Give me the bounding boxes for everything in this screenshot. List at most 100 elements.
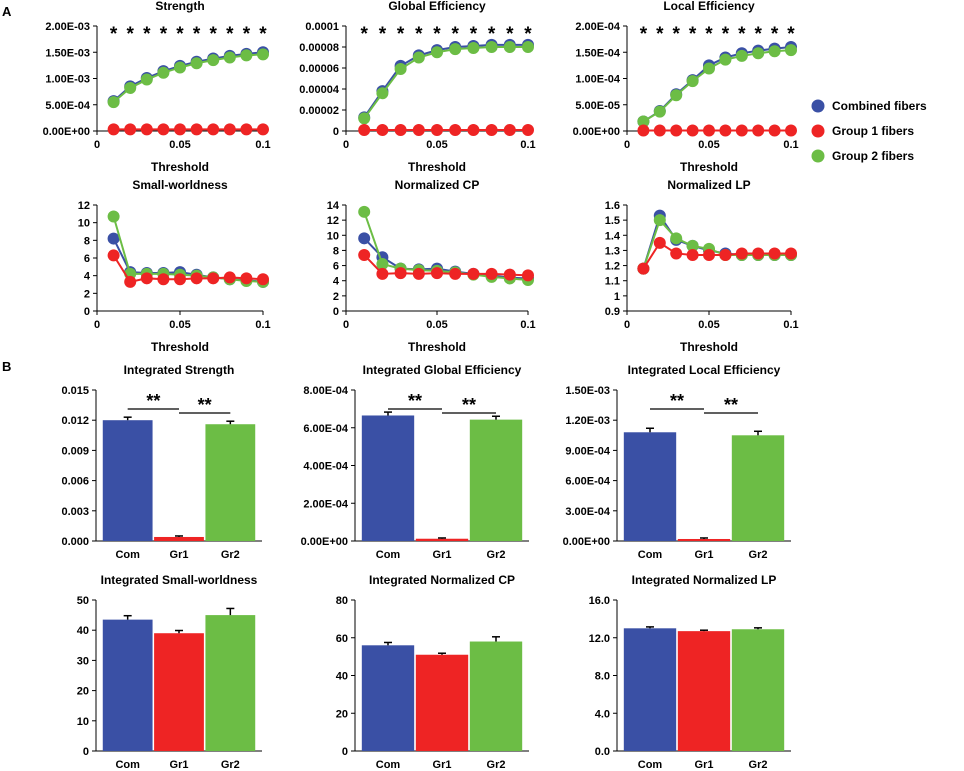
bar-combined [623, 432, 677, 541]
significance-star: * [524, 24, 532, 45]
bar-group2 [469, 641, 523, 751]
x-tick-label: 0.05 [169, 139, 190, 151]
y-tick-label: 2 [84, 288, 90, 300]
data-point [449, 43, 462, 56]
y-tick-label: 0 [333, 126, 339, 138]
data-point [358, 248, 371, 261]
y-tick-label: 0.00002 [299, 105, 339, 117]
data-point [358, 123, 371, 136]
data-point [157, 66, 170, 79]
bar-group2 [731, 629, 785, 751]
significance-star: * [640, 24, 648, 45]
data-point [686, 75, 699, 88]
legend-label-group2: Group 2 fibers [832, 149, 914, 163]
chart-title: Normalized CP [395, 178, 480, 192]
significance-label: ** [462, 395, 476, 415]
category-label: Gr1 [433, 549, 452, 561]
y-tick-label: 6.00E-04 [565, 476, 611, 488]
significance-star: * [176, 24, 184, 45]
chart-8: Integrated Local Efficiency 0.00E+00 3.00E… [563, 363, 791, 561]
bar-combined [361, 645, 415, 751]
y-tick-label: 1.1 [605, 276, 620, 288]
y-tick-label: 8.00E-04 [303, 385, 349, 397]
data-point [124, 81, 137, 94]
significance-star: * [754, 24, 762, 45]
series-line [363, 211, 529, 281]
data-point [703, 124, 715, 137]
significance-label: ** [408, 391, 422, 411]
y-tick-label: 14 [327, 200, 340, 212]
data-point [157, 273, 170, 286]
y-tick-label: 80 [336, 595, 348, 607]
y-tick-label: 9.00E-04 [565, 445, 611, 457]
bar-combined [361, 415, 415, 541]
significance-star: * [415, 24, 423, 45]
y-tick-label: 1.50E-03 [565, 385, 610, 397]
significance-star: * [259, 24, 267, 45]
y-tick-label: 1.4 [605, 230, 621, 242]
y-tick-label: 1.6 [605, 200, 620, 212]
y-tick-label: 1.5 [605, 215, 620, 227]
data-point [522, 269, 534, 282]
data-point [703, 62, 715, 75]
y-tick-label: 5.00E-04 [45, 100, 91, 112]
y-tick-label: 1.2 [605, 261, 620, 273]
data-point [140, 73, 153, 86]
y-tick-label: 0 [342, 746, 348, 758]
x-axis-label: Threshold [151, 160, 209, 174]
data-point [431, 267, 443, 280]
y-tick-label: 4.0 [595, 708, 610, 720]
bar-combined [102, 619, 153, 751]
data-point [735, 49, 748, 62]
y-tick-label: 2 [333, 291, 339, 303]
data-point [140, 123, 153, 136]
y-tick-label: 1.00E-04 [575, 74, 621, 86]
y-tick-label: 10 [78, 218, 90, 230]
category-label: Com [115, 759, 140, 771]
bar-combined [623, 628, 677, 751]
data-point [735, 247, 748, 260]
data-point [140, 272, 153, 285]
data-point [735, 124, 748, 137]
data-point [394, 123, 407, 136]
y-tick-label: 6 [84, 253, 90, 265]
significance-star: * [722, 24, 730, 45]
data-point [485, 123, 498, 136]
legend-item-combined: Combined fibers [811, 99, 927, 113]
significance-star: * [160, 24, 168, 45]
bar-group2 [205, 424, 256, 541]
significance-star: * [126, 24, 134, 45]
y-tick-label: 0.00E+00 [573, 126, 620, 138]
category-label: Com [376, 759, 401, 771]
significance-star: * [506, 24, 514, 45]
data-point [240, 272, 253, 285]
panel-label-a: A [2, 4, 12, 19]
data-point [522, 123, 534, 136]
chart-title: Integrated Global Efficiency [363, 363, 522, 377]
x-tick-label: 0 [94, 319, 100, 331]
bar-group1 [677, 538, 731, 541]
x-axis-label: Threshold [408, 160, 466, 174]
data-point [449, 123, 462, 136]
y-tick-label: 1.00E-03 [45, 74, 90, 86]
y-tick-label: 1 [614, 291, 620, 303]
y-tick-label: 4 [333, 276, 340, 288]
y-tick-label: 6.00E-04 [303, 423, 349, 435]
data-point [467, 123, 480, 136]
series-line [112, 51, 264, 102]
bar-group2 [469, 419, 523, 541]
data-point [670, 124, 683, 137]
data-point [670, 232, 683, 245]
bar-group1 [154, 633, 204, 751]
data-point [394, 267, 407, 280]
category-label: Gr1 [695, 549, 714, 561]
chart-1: Global Efficiency 0 0.00002 0.00004 0.00006 0… [299, 0, 535, 174]
y-tick-label: 20 [77, 686, 89, 698]
significance-star: * [143, 24, 151, 45]
panel-label-b: B [2, 359, 11, 374]
data-point [485, 41, 498, 53]
y-tick-label: 2.00E-03 [45, 21, 90, 33]
series-line [642, 49, 792, 123]
data-point [686, 124, 699, 137]
category-label: Com [115, 549, 140, 561]
